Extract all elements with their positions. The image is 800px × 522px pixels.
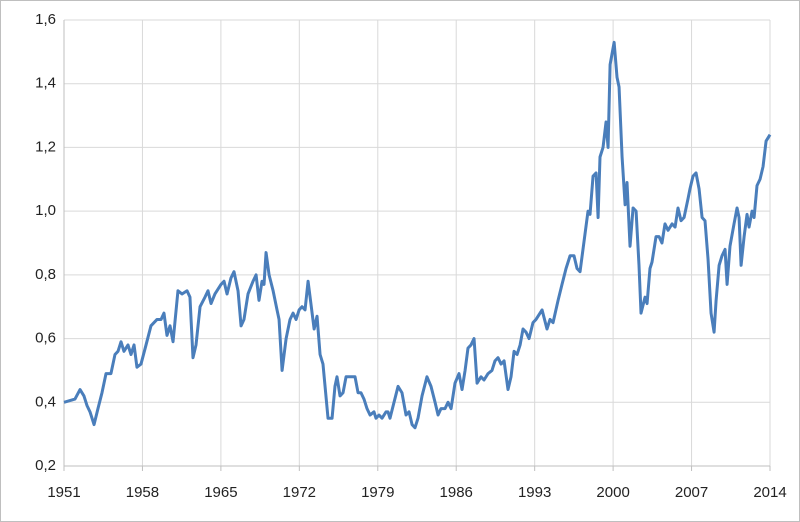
x-tick-label: 1986 (440, 484, 473, 501)
y-tick-label: 0,4 (35, 393, 56, 410)
y-tick-label: 0,2 (35, 457, 56, 474)
x-tick-label: 2014 (753, 484, 786, 501)
y-tick-label: 0,8 (35, 266, 56, 283)
x-tick-label: 1979 (361, 484, 394, 501)
y-tick-label: 1,4 (35, 75, 56, 92)
x-tick-label: 2000 (596, 484, 629, 501)
x-tick-label: 1965 (204, 484, 237, 501)
x-tick-label: 2007 (675, 484, 708, 501)
x-tick-label: 1951 (47, 484, 80, 501)
y-tick-label: 0,6 (35, 330, 56, 347)
x-tick-label: 1993 (518, 484, 551, 501)
y-tick-label: 1,0 (35, 202, 56, 219)
y-tick-label: 1,6 (35, 11, 56, 28)
y-tick-label: 1,2 (35, 138, 56, 155)
x-tick-label: 1972 (283, 484, 316, 501)
x-tick-label: 1958 (126, 484, 159, 501)
data-line (63, 40, 772, 430)
